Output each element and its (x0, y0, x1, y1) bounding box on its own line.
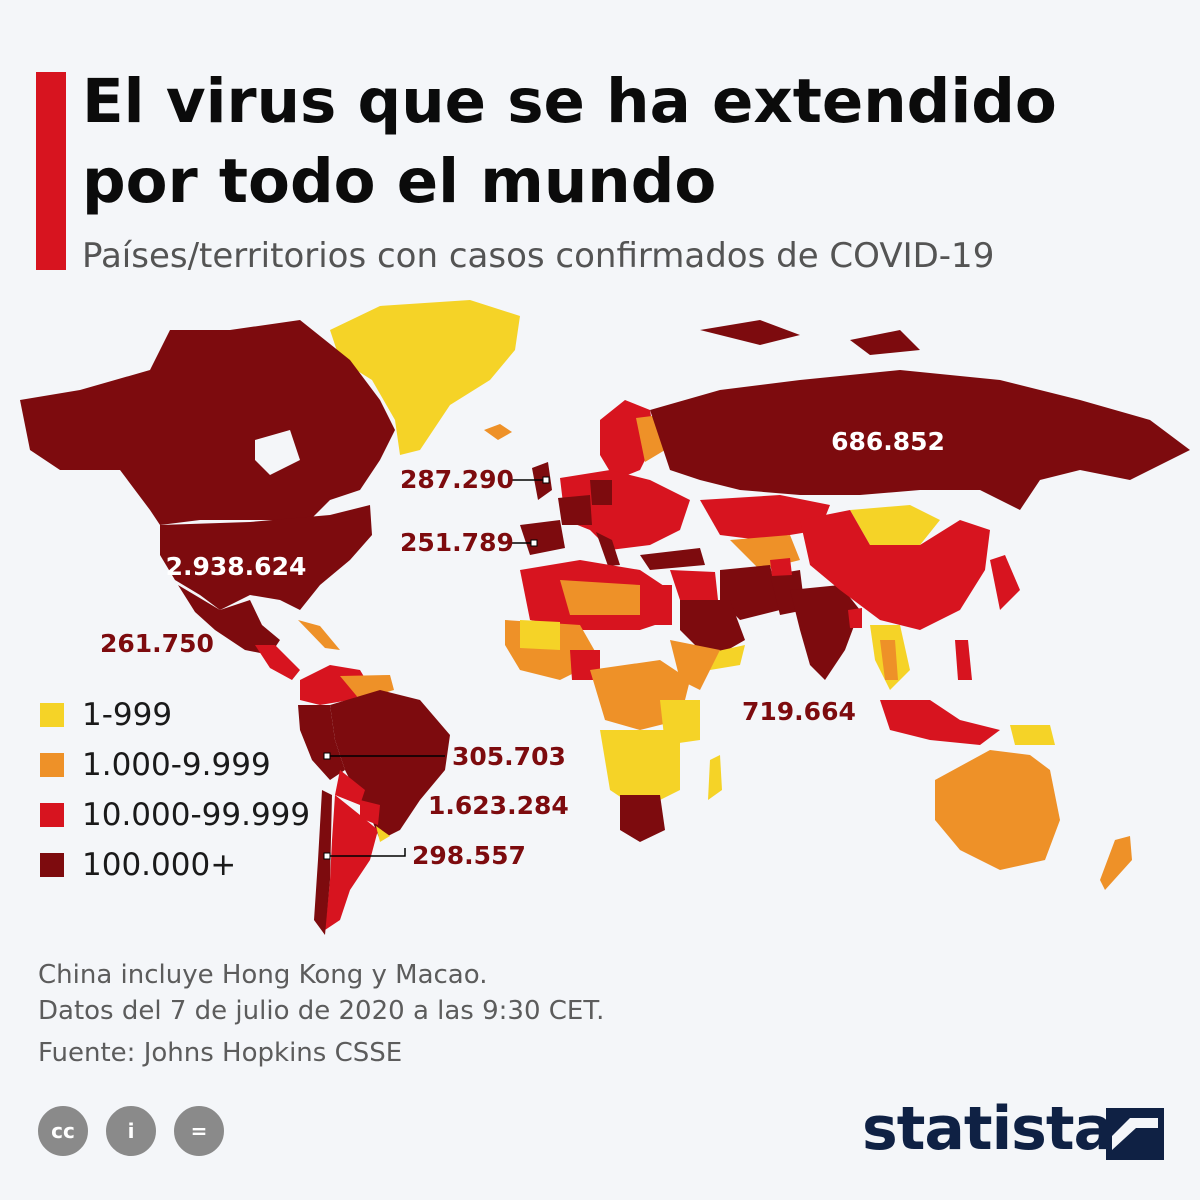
legend-label: 1-999 (82, 697, 173, 733)
region-india (790, 585, 860, 680)
callout-mexico: 261.750 (100, 629, 214, 658)
region-australia (935, 750, 1060, 870)
region-iceland (484, 424, 512, 440)
no-derivatives-icon[interactable]: = (174, 1106, 224, 1156)
legend-label: 1.000-9.999 (82, 747, 271, 783)
region-argentina (325, 795, 378, 930)
region-mexico (178, 585, 280, 655)
region-new-zealand (1100, 836, 1132, 890)
legend: 1-999 1.000-9.999 10.000-99.999 100.000+ (40, 690, 310, 890)
legend-item: 100.000+ (40, 840, 310, 890)
callout-spain: 251.789 (400, 528, 514, 557)
legend-item: 1.000-9.999 (40, 740, 310, 790)
page-title: El virus que se ha extendido por todo el… (82, 66, 1057, 217)
accent-bar (36, 72, 66, 270)
region-horn (670, 640, 720, 690)
region-caribbean (298, 620, 340, 650)
callout-line-chile (327, 848, 406, 857)
region-venezuela-colombia (300, 665, 372, 705)
callout-india: 719.664 (742, 697, 856, 726)
region-central-america (255, 645, 300, 680)
region-thailand (880, 640, 898, 680)
region-germany (590, 480, 612, 505)
region-france (558, 495, 592, 525)
callout-usa: 2.938.624 (166, 552, 307, 581)
region-paraguay (360, 800, 380, 825)
region-russia-islands-2 (850, 330, 920, 355)
region-egypt (640, 585, 672, 625)
callout-peru: 305.703 (452, 742, 566, 771)
page-subtitle: Países/territorios con casos confirmados… (82, 236, 995, 276)
callout-marker-spain (530, 539, 538, 547)
note-china: China incluye Hong Kong y Macao. (38, 960, 488, 990)
legend-item: 1-999 (40, 690, 310, 740)
region-indonesia (880, 700, 1000, 745)
region-bolivia (335, 770, 365, 805)
region-russia-islands (700, 320, 800, 345)
callout-marker-chile (323, 852, 331, 860)
creative-commons-icon[interactable]: cc (38, 1106, 88, 1156)
statista-logo-mark-icon (1106, 1108, 1164, 1160)
region-afghanistan (770, 558, 792, 576)
region-uk (532, 462, 552, 500)
region-usa (160, 505, 372, 610)
statista-logo[interactable]: statista (862, 1094, 1114, 1164)
region-south-africa (620, 795, 665, 842)
region-brazil (330, 690, 450, 840)
region-madagascar (708, 755, 722, 800)
region-png (1010, 725, 1055, 745)
region-kazakhstan (700, 495, 830, 540)
callout-brazil: 1.623.284 (428, 791, 569, 820)
region-uruguay (376, 826, 390, 842)
attribution-icon[interactable]: i (106, 1106, 156, 1156)
legend-swatch (40, 803, 64, 827)
callout-russia: 686.852 (831, 427, 945, 456)
region-algeria-libya (560, 580, 640, 615)
legend-item: 10.000-99.999 (40, 790, 310, 840)
region-russia (650, 370, 1190, 510)
legend-swatch (40, 703, 64, 727)
callout-chile: 298.557 (412, 841, 526, 870)
note-date: Datos del 7 de julio de 2020 a las 9:30 … (38, 996, 605, 1026)
region-saudi-arabia (680, 600, 745, 660)
legend-swatch (40, 753, 64, 777)
region-hudson-bay (255, 430, 300, 475)
legend-label: 10.000-99.999 (82, 797, 311, 833)
region-peru (298, 705, 345, 780)
region-korea-japan (990, 555, 1020, 610)
region-turkey (640, 548, 705, 570)
region-iraq-syria (670, 570, 718, 600)
region-iran (720, 565, 780, 620)
region-sahel (520, 620, 560, 650)
region-canada (20, 320, 395, 525)
region-china (800, 510, 990, 630)
region-bangladesh (848, 608, 862, 628)
region-mongolia (850, 505, 940, 545)
region-philippines (955, 640, 972, 680)
region-italy (596, 532, 620, 566)
callout-marker-uk (542, 476, 550, 484)
callout-marker-peru (323, 752, 331, 760)
callout-uk: 287.290 (400, 465, 514, 494)
legend-label: 100.000+ (82, 847, 237, 883)
legend-swatch (40, 853, 64, 877)
region-chile (314, 790, 332, 935)
region-spain (520, 520, 565, 555)
license-icons: cc i = (38, 1106, 224, 1156)
region-southern-africa (600, 730, 680, 810)
region-greenland (330, 300, 520, 455)
note-source: Fuente: Johns Hopkins CSSE (38, 1038, 403, 1068)
